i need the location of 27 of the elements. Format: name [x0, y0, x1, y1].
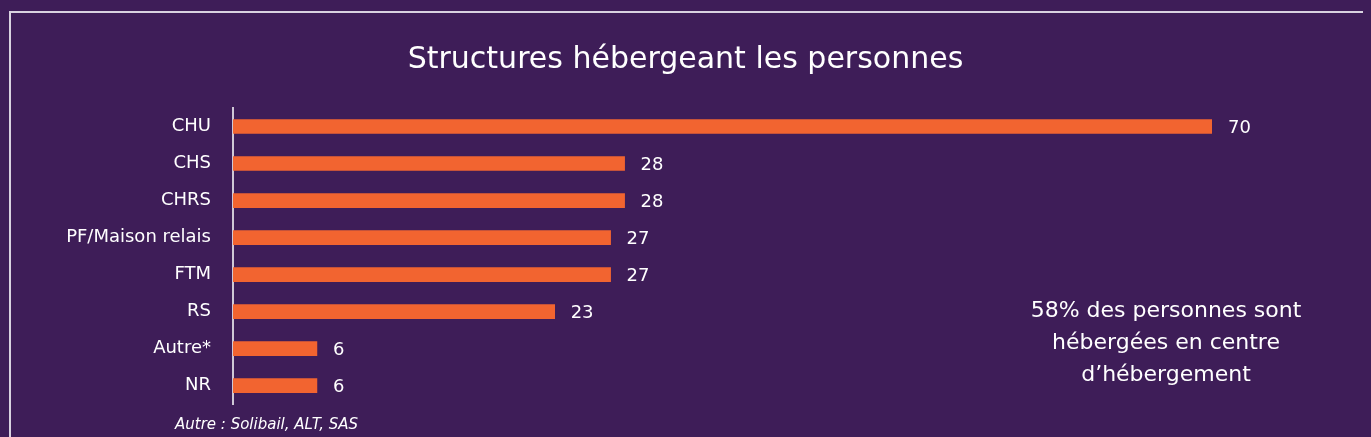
- bar: [233, 193, 625, 208]
- y-tick-label: Autre*: [153, 336, 211, 358]
- y-tick-label: RS: [187, 299, 211, 321]
- data-label: 27: [626, 227, 650, 249]
- bar: [233, 304, 555, 319]
- annotation: 58% des personnes sont hébergées en centre d’hébergement: [1029, 296, 1303, 388]
- bar: [233, 119, 1212, 134]
- bar: [233, 230, 611, 245]
- data-label: 27: [626, 264, 650, 286]
- y-tick-label: PF/Maison relais: [66, 225, 211, 247]
- data-label: 23: [570, 301, 594, 323]
- y-tick-label: NR: [185, 373, 211, 395]
- y-tick-label: CHU: [171, 114, 211, 136]
- y-tick-label: CHRS: [160, 188, 211, 210]
- data-label: 6: [332, 375, 345, 397]
- bar: [233, 341, 318, 356]
- bar: [233, 156, 625, 171]
- data-label: 6: [332, 338, 345, 360]
- bar: [233, 267, 611, 282]
- y-tick-label: FTM: [174, 262, 211, 284]
- chart-title: Structures hébergeant les personnes: [406, 39, 965, 77]
- bar: [233, 378, 318, 394]
- data-label: 70: [1228, 116, 1251, 138]
- data-label: 28: [640, 153, 664, 175]
- y-tick-label: CHS: [173, 151, 211, 173]
- data-label: 28: [640, 190, 664, 212]
- text: Autre : Solibail, ALT, SAS: [175, 414, 359, 434]
